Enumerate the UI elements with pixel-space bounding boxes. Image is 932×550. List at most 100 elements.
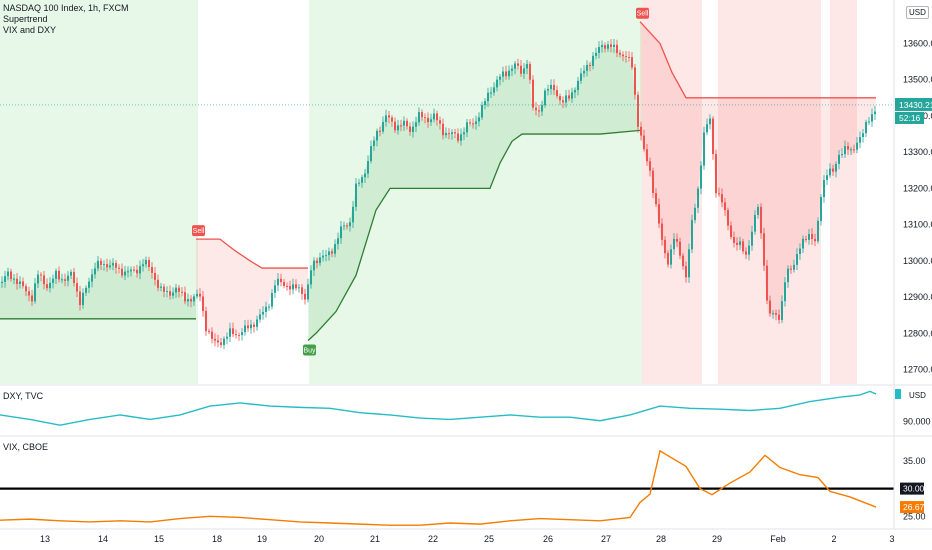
candle-body	[151, 267, 153, 273]
trend-zone-green	[0, 0, 198, 384]
candle-body	[550, 84, 552, 89]
candle-body	[211, 331, 213, 339]
vix-tick-label: 25.00	[903, 511, 926, 521]
candle-body	[58, 270, 60, 280]
candle-body	[205, 310, 207, 332]
candle-body	[778, 314, 780, 320]
candle-body	[421, 112, 423, 118]
candle-body	[619, 52, 621, 55]
candle-body	[214, 338, 216, 341]
candle-body	[874, 111, 876, 115]
candle-body	[460, 134, 462, 141]
candle-body	[250, 324, 252, 329]
vix-tick-label: 35.00	[903, 456, 926, 466]
dxy-pane[interactable]	[0, 390, 877, 426]
candle-body	[457, 133, 459, 141]
candle-body	[46, 284, 48, 289]
candle-body	[7, 271, 9, 277]
candle-body	[133, 269, 135, 271]
candle-body	[805, 238, 807, 240]
candle-body	[34, 283, 36, 302]
candle-body	[73, 271, 75, 284]
candle-body	[472, 123, 474, 125]
time-tick-label: 28	[656, 534, 666, 544]
candle-body	[682, 255, 684, 267]
candle-body	[25, 286, 27, 292]
candle-body	[289, 285, 291, 290]
candle-body	[754, 214, 756, 232]
indicator-vix-dxy-label[interactable]: VIX and DXY	[3, 25, 57, 35]
candle-body	[424, 117, 426, 119]
currency-button[interactable]: USD	[906, 6, 929, 19]
price-tick-label: 13000.00	[903, 256, 932, 266]
candle-body	[709, 118, 711, 125]
candle-body	[853, 149, 855, 151]
candle-body	[418, 112, 420, 123]
candle-body	[739, 241, 741, 245]
last-price-tag	[895, 97, 932, 111]
candle-body	[490, 92, 492, 94]
candle-body	[784, 282, 786, 302]
candle-body	[97, 260, 99, 269]
candle-body	[31, 295, 33, 302]
candle-body	[274, 285, 276, 293]
candle-body	[271, 292, 273, 307]
candle-body	[160, 286, 162, 288]
candle-body	[322, 255, 324, 258]
candle-body	[736, 242, 738, 245]
candle-body	[721, 194, 723, 203]
candle-body	[406, 120, 408, 127]
candle-body	[499, 76, 501, 80]
candle-body	[793, 264, 795, 270]
candle-body	[448, 133, 450, 135]
candle-body	[199, 293, 201, 297]
candle-body	[466, 122, 468, 133]
candle-body	[220, 342, 222, 345]
candle-body	[667, 253, 669, 265]
candle-body	[280, 278, 282, 283]
candle-body	[712, 118, 714, 154]
time-tick-label: 27	[601, 534, 611, 544]
candle-body	[625, 56, 627, 58]
time-tick-label: 18	[212, 534, 222, 544]
vix-pane[interactable]	[0, 449, 894, 526]
candle-body	[769, 300, 771, 314]
candle-body	[193, 296, 195, 302]
time-tick-label: 14	[98, 534, 108, 544]
candle-body	[724, 202, 726, 211]
time-tick-label: 29	[712, 534, 722, 544]
candle-body	[1, 281, 3, 283]
candle-body	[283, 282, 285, 286]
candle-body	[316, 260, 318, 264]
candle-body	[841, 154, 843, 156]
candle-body	[163, 286, 165, 292]
price-tick-label: 12700.00	[903, 365, 932, 375]
time-tick-label: 19	[257, 534, 267, 544]
candle-body	[700, 165, 702, 189]
candle-body	[838, 154, 840, 164]
candle-body	[652, 170, 654, 194]
candle-body	[661, 223, 663, 240]
candle-body	[664, 239, 666, 254]
signal-badge-buy	[303, 344, 316, 356]
candle-body	[67, 275, 69, 281]
indicator-supertrend-label[interactable]: Supertrend	[3, 14, 48, 24]
dxy-series-line	[0, 390, 877, 426]
candle-body	[328, 251, 330, 256]
candle-body	[832, 168, 834, 172]
candle-body	[127, 271, 129, 273]
candle-body	[505, 71, 507, 77]
candle-body	[487, 92, 489, 102]
main-price-pane[interactable]: Sell Buy Sell	[0, 0, 893, 384]
symbol-title: NASDAQ 100 Index, 1h, FXCM	[3, 3, 129, 13]
candle-body	[538, 110, 540, 112]
candle-body	[244, 325, 246, 333]
candle-body	[646, 149, 648, 162]
countdown-tag	[895, 111, 924, 124]
candle-body	[4, 276, 6, 282]
candle-body	[856, 142, 858, 150]
candle-body	[811, 233, 813, 240]
candle-body	[313, 260, 315, 271]
candle-body	[835, 163, 837, 172]
